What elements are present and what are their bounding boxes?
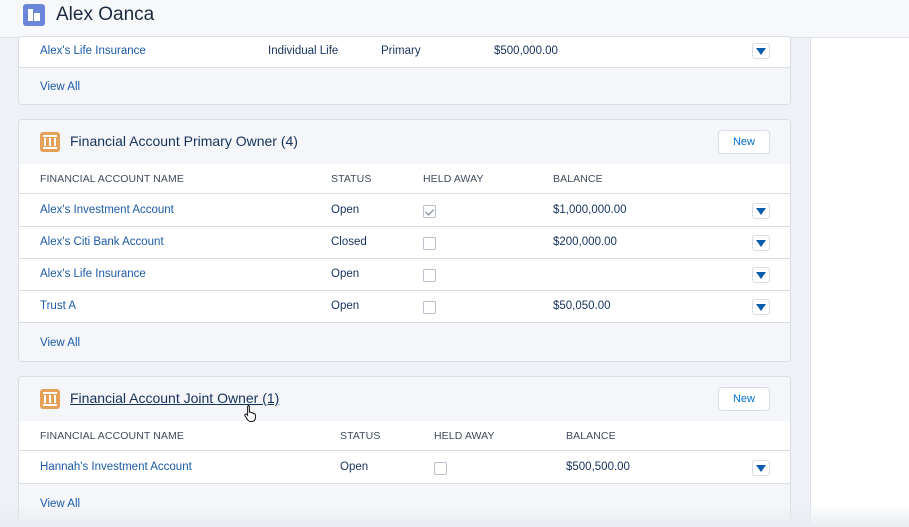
table-header: FINANCIAL ACCOUNT NAME STATUS HELD AWAY … — [19, 164, 790, 194]
table-header: FINANCIAL ACCOUNT NAME STATUS HELD AWAY … — [19, 421, 790, 451]
account-name-link[interactable]: Alex's Citi Bank Account — [40, 236, 164, 248]
policy-type: Individual Life — [268, 45, 339, 57]
card-footer: View All — [19, 323, 790, 361]
view-all-link[interactable]: View All — [40, 498, 81, 510]
account-name-link[interactable]: Alex's Life Insurance — [40, 268, 146, 280]
card-header: Financial Account Primary Owner (4) New — [19, 120, 790, 164]
row-action-menu-button[interactable] — [752, 43, 770, 59]
view-all-link[interactable]: View All — [40, 81, 81, 93]
balance-cell: $1,000,000.00 — [553, 204, 627, 216]
balance-cell: $200,000.00 — [553, 236, 617, 248]
column-header-name[interactable]: FINANCIAL ACCOUNT NAME — [40, 430, 184, 442]
card-title[interactable]: Financial Account Primary Owner (4) — [70, 133, 298, 149]
view-all-link[interactable]: View All — [40, 337, 81, 349]
column-header-balance[interactable]: BALANCE — [566, 430, 616, 442]
column-header-status[interactable]: STATUS — [340, 430, 381, 442]
account-name-link[interactable]: Hannah's Investment Account — [40, 461, 192, 473]
row-action-menu-button[interactable] — [752, 299, 770, 315]
held-away-checkbox — [423, 269, 436, 282]
table-row: Trust A Open $50,050.00 — [19, 291, 790, 323]
account-name-link[interactable]: Trust A — [40, 300, 76, 312]
held-away-checkbox — [423, 237, 436, 250]
account-name-link[interactable]: Alex's Investment Account — [40, 204, 174, 216]
column-header-status[interactable]: STATUS — [331, 173, 372, 185]
table-row: Hannah's Investment Account Open $500,50… — [19, 452, 790, 484]
status-cell: Open — [331, 300, 360, 312]
table-row: Alex's Citi Bank Account Closed $200,000… — [19, 227, 790, 259]
joint-owner-card: Financial Account Joint Owner (1) New FI… — [18, 376, 791, 522]
balance-cell: $50,050.00 — [553, 300, 611, 312]
status-cell: Open — [340, 461, 369, 473]
table-row: Alex's Life Insurance Open — [19, 259, 790, 291]
account-name-link[interactable]: Alex's Life Insurance — [40, 45, 146, 57]
card-title-link[interactable]: Financial Account Joint Owner (1) — [70, 390, 280, 406]
held-away-checkbox — [423, 205, 436, 218]
record-header: Alex Oanca — [0, 0, 909, 38]
policy-role: Primary — [381, 45, 421, 57]
status-cell: Open — [331, 268, 360, 280]
card-footer: View All — [19, 484, 790, 521]
held-away-checkbox — [434, 462, 447, 475]
record-title: Alex Oanca — [56, 4, 155, 25]
insurance-card: Alex's Life Insurance Individual Life Pr… — [18, 36, 791, 105]
policy-amount: $500,000.00 — [494, 45, 558, 57]
bank-icon — [40, 389, 60, 409]
row-action-menu-button[interactable] — [752, 203, 770, 219]
held-away-checkbox — [423, 301, 436, 314]
table-row: Alex's Investment Account Open $1,000,00… — [19, 195, 790, 227]
column-header-balance[interactable]: BALANCE — [553, 173, 603, 185]
column-header-held-away[interactable]: HELD AWAY — [434, 430, 495, 442]
record-icon — [23, 4, 45, 26]
new-button[interactable]: New — [718, 387, 770, 411]
hand-cursor-icon — [244, 405, 256, 422]
status-cell: Closed — [331, 236, 367, 248]
column-header-name[interactable]: FINANCIAL ACCOUNT NAME — [40, 173, 184, 185]
card-header: Financial Account Joint Owner (1) New — [19, 377, 790, 421]
right-panel — [810, 38, 909, 527]
table-row: Alex's Life Insurance Individual Life Pr… — [19, 37, 790, 68]
row-action-menu-button[interactable] — [752, 460, 770, 476]
new-button[interactable]: New — [718, 130, 770, 154]
card-footer: View All — [19, 68, 790, 104]
column-header-held-away[interactable]: HELD AWAY — [423, 173, 484, 185]
status-cell: Open — [331, 204, 360, 216]
bank-icon — [40, 132, 60, 152]
balance-cell: $500,500.00 — [566, 461, 630, 473]
row-action-menu-button[interactable] — [752, 267, 770, 283]
primary-owner-card: Financial Account Primary Owner (4) New … — [18, 119, 791, 362]
row-action-menu-button[interactable] — [752, 235, 770, 251]
